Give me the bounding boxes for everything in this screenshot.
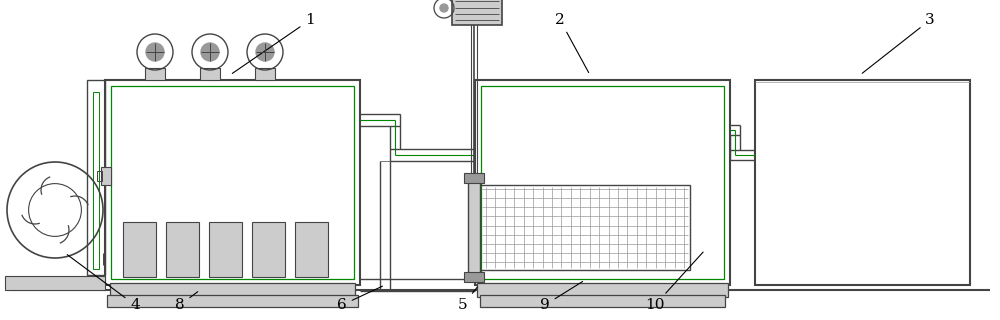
Bar: [5, 276, 105, 290]
Bar: [468, 177, 480, 278]
Bar: [166, 222, 199, 277]
Bar: [101, 167, 111, 185]
Bar: [107, 295, 358, 307]
Text: 7: 7: [0, 319, 1, 320]
Text: 3: 3: [862, 13, 935, 73]
Circle shape: [256, 43, 274, 61]
Bar: [123, 222, 156, 277]
Bar: [105, 80, 360, 285]
Bar: [145, 68, 165, 80]
Bar: [252, 222, 285, 277]
Text: 1: 1: [232, 13, 315, 73]
Bar: [481, 86, 724, 279]
Text: 4: 4: [67, 255, 140, 312]
Bar: [110, 283, 355, 297]
Text: 2: 2: [555, 13, 589, 73]
Bar: [464, 272, 484, 282]
Bar: [97, 171, 102, 181]
Text: 8: 8: [175, 292, 198, 312]
Bar: [452, 0, 502, 25]
Bar: [475, 80, 730, 285]
Bar: [200, 68, 220, 80]
Bar: [464, 173, 484, 183]
Circle shape: [440, 4, 448, 12]
Bar: [87, 80, 105, 275]
Bar: [477, 283, 728, 297]
Bar: [93, 92, 99, 269]
Bar: [480, 295, 725, 307]
Bar: [111, 86, 354, 279]
Text: 6: 6: [337, 286, 382, 312]
Bar: [295, 222, 328, 277]
Text: 10: 10: [645, 252, 703, 312]
Bar: [755, 80, 970, 285]
Bar: [480, 185, 690, 270]
Circle shape: [201, 43, 219, 61]
Bar: [255, 68, 275, 80]
Circle shape: [146, 43, 164, 61]
Bar: [209, 222, 242, 277]
Text: 9: 9: [540, 282, 583, 312]
Text: 5: 5: [458, 287, 477, 312]
